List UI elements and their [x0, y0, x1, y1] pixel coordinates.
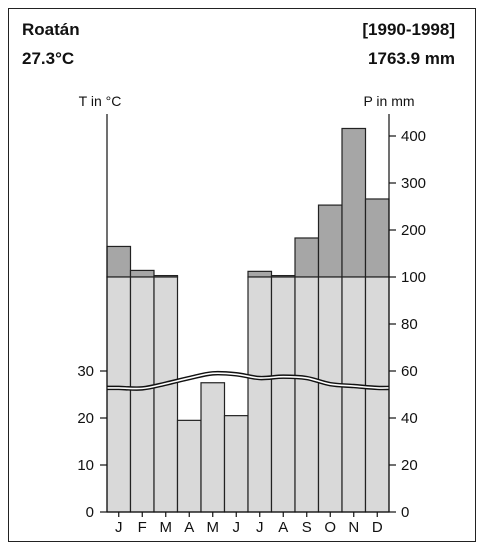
precipitation-bars [106, 127, 390, 513]
precip-bar-8 [294, 276, 320, 513]
precip-bar-excess-8 [294, 237, 320, 278]
precip-tick-label-0: 0 [401, 504, 409, 521]
precip-bar-excess-11 [364, 198, 390, 278]
month-label-4: M [207, 519, 220, 536]
month-label-0: J [115, 519, 123, 536]
temp-tick-label-3: 30 [77, 363, 94, 380]
precip-bar-excess-6 [247, 270, 273, 278]
precip-bar-5 [223, 415, 249, 513]
precip-bar-excess-0 [106, 245, 132, 278]
precip-bar-6 [247, 276, 273, 513]
month-label-6: J [256, 519, 264, 536]
left-axis-title: T in °C [79, 93, 122, 109]
month-label-7: A [278, 519, 288, 536]
precip-bar-1 [129, 276, 155, 513]
precip-tick-label-6: 200 [401, 222, 426, 239]
temperature-line [106, 372, 390, 390]
precip-bar-3 [176, 419, 202, 513]
precip-bar-excess-10 [341, 127, 367, 278]
precip-bar-excess-9 [317, 204, 343, 278]
axes [106, 114, 390, 513]
month-label-9: O [324, 519, 336, 536]
precip-bar-4 [200, 382, 226, 513]
temperature-line-layer [106, 370, 390, 391]
month-label-3: A [184, 519, 194, 536]
precip-bar-10 [341, 276, 367, 513]
month-label-2: M [160, 519, 173, 536]
precip-tick-label-1: 20 [401, 457, 418, 474]
month-label-11: D [372, 519, 383, 536]
precip-bar-7 [270, 276, 296, 513]
month-label-1: F [138, 519, 147, 536]
record-period: [1990-1998] [362, 20, 455, 39]
station-name: Roatán [22, 20, 80, 39]
mean-temperature: 27.3°C [22, 49, 75, 68]
precip-bar-2 [153, 276, 179, 513]
annual-precipitation: 1763.9 mm [368, 49, 455, 68]
temp-tick-label-2: 20 [77, 410, 94, 427]
temp-tick-label-0: 0 [86, 504, 94, 521]
precip-tick-label-3: 60 [401, 363, 418, 380]
precip-tick-label-5: 100 [401, 269, 426, 286]
precip-bar-11 [364, 276, 390, 513]
precip-tick-label-7: 300 [401, 175, 426, 192]
precip-bar-9 [317, 276, 343, 513]
right-axis-title: P in mm [363, 93, 414, 109]
precip-tick-label-2: 40 [401, 410, 418, 427]
precip-tick-label-4: 80 [401, 316, 418, 333]
precip-tick-label-8: 400 [401, 128, 426, 145]
precip-bar-0 [106, 276, 132, 513]
temp-tick-label-1: 10 [77, 457, 94, 474]
diagram-frame [8, 8, 476, 542]
month-label-5: J [233, 519, 241, 536]
month-label-8: S [302, 519, 312, 536]
month-label-10: N [348, 519, 359, 536]
precip-bar-excess-1 [129, 269, 155, 278]
